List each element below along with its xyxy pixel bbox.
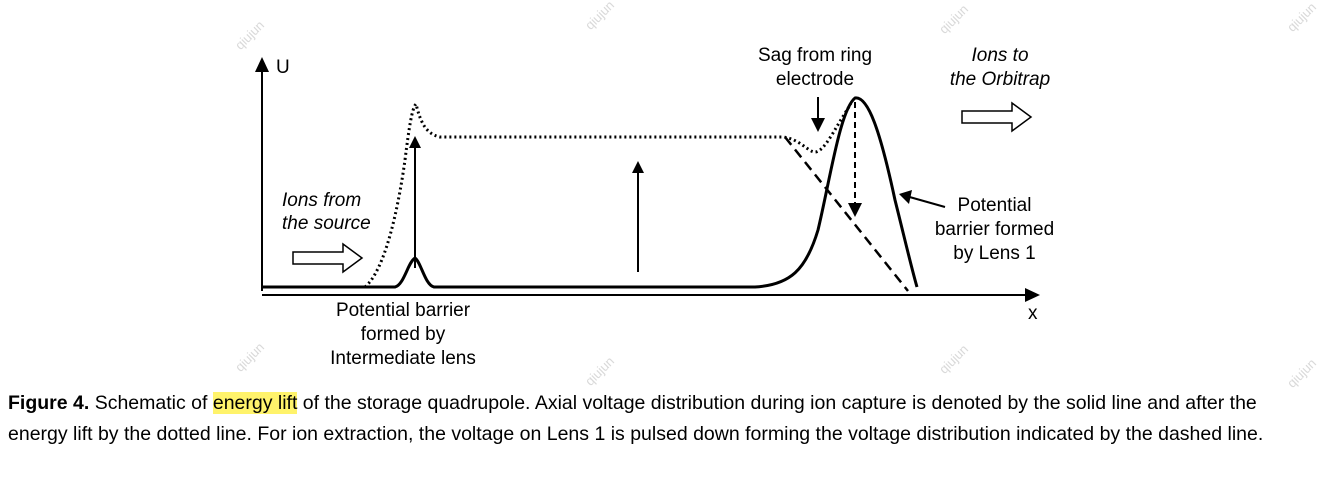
intermediate-barrier-label-line-1: Potential barrier: [335, 300, 471, 321]
ions-in-block-arrow: [292, 242, 364, 274]
energy-lift-diagram: [255, 57, 1040, 302]
x-axis-arrowhead: [1025, 288, 1040, 302]
lens1-barrier-label-line-1: Potential: [957, 195, 1032, 216]
caption-text-before-highlight: Schematic of: [89, 392, 213, 414]
lens1-barrier-label-line-3: by Lens 1: [953, 243, 1036, 264]
sag-pointer-arrowhead: [811, 118, 825, 132]
figure-number: Figure 4.: [8, 392, 90, 414]
intermediate-barrier-label-line-3: Intermediate lens: [330, 348, 476, 369]
energy-lift-highlight: energy lift: [212, 392, 298, 414]
figure-caption: Figure 4. Schematic of energy lift of th…: [8, 388, 1320, 450]
lens1-label-pointer-arrowhead: [899, 190, 912, 204]
sag-label-line-1: Sag from ring: [757, 45, 873, 66]
ions-out-label-line-2: the Orbitrap: [949, 69, 1051, 90]
intermediate-barrier-label-line-2: formed by: [360, 324, 446, 345]
y-axis-arrowhead: [255, 57, 269, 72]
x-axis-label: x: [1028, 303, 1038, 324]
y-axis-label: U: [276, 57, 290, 78]
sag-label-line-2: electrode: [775, 69, 855, 90]
lens1-barrier-label-line-2: barrier formed: [934, 219, 1055, 240]
ions-in-label-line-2: the source: [282, 213, 371, 234]
lens1-label-pointer: [905, 195, 946, 208]
ions-out-block-arrow: [961, 101, 1033, 133]
extraction-dashed-line: [784, 136, 909, 292]
ions-in-label-line-1: Ions from: [282, 190, 362, 211]
energy-lift-dotted-line: [363, 101, 853, 289]
ions-out-label-line-1: Ions to: [971, 45, 1029, 66]
lens1-pulse-down-arrowhead: [848, 203, 862, 217]
caption-text-after-highlight: of the storage quadrupole. Axial voltage…: [8, 392, 1264, 445]
